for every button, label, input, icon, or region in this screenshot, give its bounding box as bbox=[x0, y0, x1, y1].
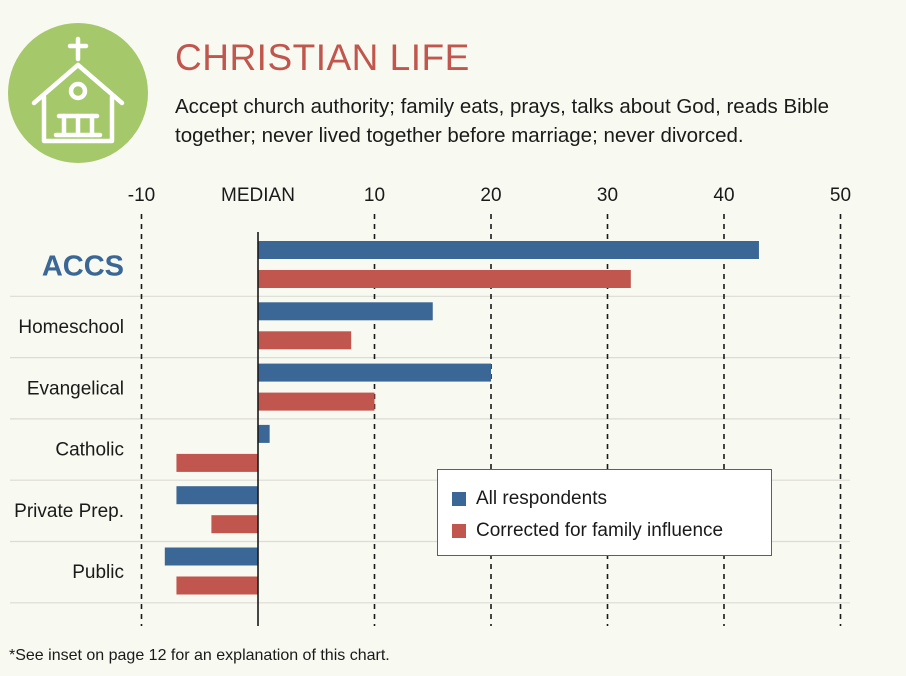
chart-subtitle: Accept church authority; family eats, pr… bbox=[175, 95, 830, 147]
footnote: *See inset on page 12 for an explanation… bbox=[9, 647, 390, 664]
legend-label-all: All respondents bbox=[476, 488, 607, 509]
category-label: Catholic bbox=[55, 440, 124, 461]
x-tick-label: 50 bbox=[830, 185, 851, 206]
bar-all-respondents bbox=[258, 424, 270, 443]
x-tick-label: 30 bbox=[597, 185, 618, 206]
category-label: Public bbox=[72, 562, 124, 583]
category-label: Evangelical bbox=[27, 378, 124, 399]
legend-label-corrected: Corrected for family influence bbox=[476, 520, 724, 541]
legend-item-all: All respondents bbox=[452, 487, 607, 511]
bar-all-respondents bbox=[164, 547, 258, 566]
x-tick-label: MEDIAN bbox=[221, 185, 295, 206]
x-tick-label: 10 bbox=[364, 185, 385, 206]
bar-corrected bbox=[176, 453, 258, 472]
bar-all-respondents bbox=[258, 241, 759, 259]
bar-corrected bbox=[211, 515, 258, 534]
bar-all-respondents bbox=[258, 363, 491, 382]
category-label: ACCS bbox=[42, 251, 124, 283]
x-tick-label: -10 bbox=[128, 185, 155, 206]
bar-corrected bbox=[258, 270, 631, 288]
bar-corrected bbox=[258, 331, 352, 350]
chart-title: CHRISTIAN LIFE bbox=[175, 37, 470, 78]
category-label: Private Prep. bbox=[14, 501, 124, 522]
bar-chart: -10 MEDIAN 10 20 30 40 50 ACCS Homeschool Evangel… bbox=[10, 185, 851, 626]
legend-swatch-corrected bbox=[452, 524, 466, 538]
church-icon bbox=[8, 23, 148, 163]
category-label: Homeschool bbox=[18, 317, 124, 338]
legend: All respondents Corrected for family inf… bbox=[437, 469, 772, 556]
x-tick-label: 20 bbox=[480, 185, 501, 206]
x-tick-label: 40 bbox=[713, 185, 734, 206]
bar-corrected bbox=[258, 392, 375, 411]
bar-all-respondents bbox=[176, 486, 258, 505]
legend-item-corrected: Corrected for family influence bbox=[452, 519, 723, 543]
bar-corrected bbox=[176, 576, 258, 595]
bar-all-respondents bbox=[258, 302, 433, 321]
legend-swatch-all bbox=[452, 492, 466, 506]
